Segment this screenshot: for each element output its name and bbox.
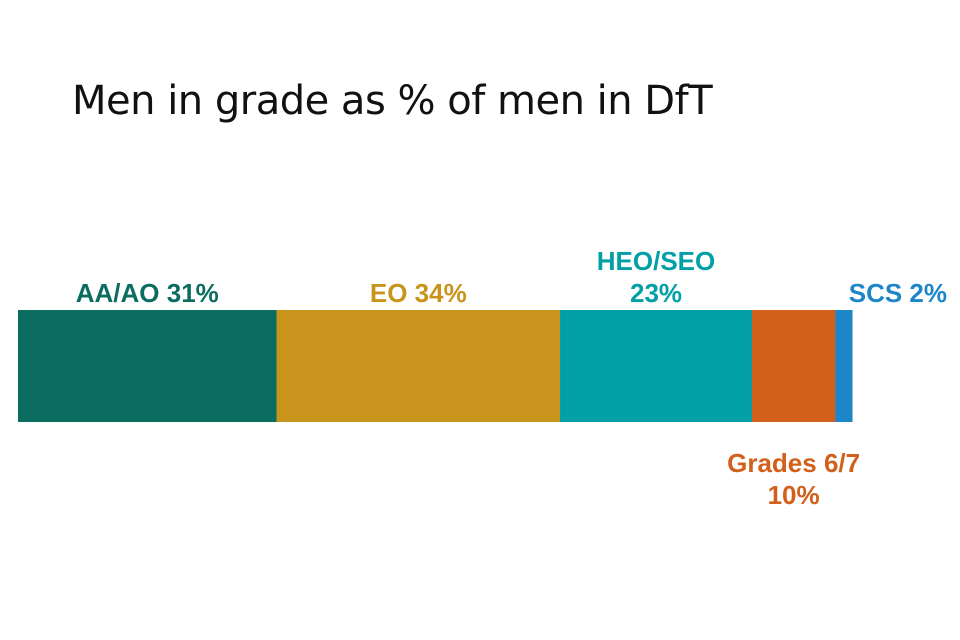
bar-segment-label: AA/AO 31% bbox=[76, 278, 219, 308]
bar-segment bbox=[560, 310, 753, 422]
bar-segment-label: Grades 6/7 10% bbox=[727, 448, 860, 510]
bar-segment-label-line: HEO/SEO bbox=[597, 246, 715, 276]
bar-segment bbox=[751, 310, 836, 422]
bar-segment-label-line: 10% bbox=[768, 480, 820, 510]
bar-segment-label-line: 23% bbox=[630, 278, 682, 308]
bar-segment-label-line: SCS 2% bbox=[849, 278, 947, 308]
chart-title: Men in grade as % of men in DfT bbox=[72, 78, 713, 124]
bar-segment bbox=[835, 310, 853, 422]
bar-segment-label: EO 34% bbox=[370, 278, 467, 308]
bar-segment bbox=[18, 310, 278, 422]
bar-segment-label-line: Grades 6/7 bbox=[727, 448, 860, 478]
bar-segment-label: HEO/SEO 23% bbox=[597, 246, 715, 308]
bar-segment-label-line: EO 34% bbox=[370, 278, 467, 308]
bar-segment-label: SCS 2% bbox=[849, 278, 947, 308]
bar-segment-label-line: AA/AO 31% bbox=[76, 278, 219, 308]
bar-segment bbox=[276, 310, 561, 422]
